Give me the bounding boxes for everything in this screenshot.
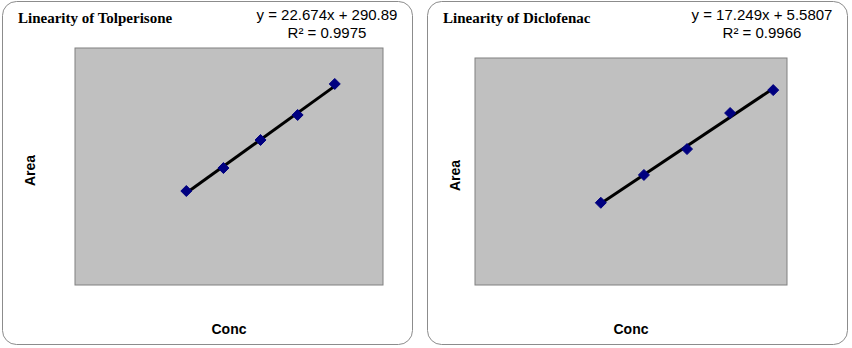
plot-marks <box>181 78 340 196</box>
equation-annotation: y = 22.674x + 290.89 <box>257 6 398 23</box>
equation-annotation: y = 17.249x + 5.5807 <box>692 6 833 23</box>
data-point <box>595 197 606 208</box>
x-axis-label: Conc <box>614 321 649 337</box>
equation-annotation: R² = 0.9975 <box>288 24 367 41</box>
trendline <box>601 89 773 204</box>
chart-title: Linearity of Diclofenac <box>443 10 591 26</box>
data-point <box>682 144 693 155</box>
data-point <box>292 109 303 120</box>
plot-area <box>475 58 787 285</box>
chart-panel: Linearity of Tolperisone y = 22.674x + 29… <box>3 2 413 345</box>
panel-border <box>3 2 413 345</box>
trendline <box>186 86 334 193</box>
y-axis-label: Area <box>22 155 38 186</box>
panel-border <box>428 2 848 345</box>
x-axis-label: Conc <box>212 321 247 337</box>
data-point <box>255 134 266 145</box>
canvas: Linearity of Tolperisone y = 22.674x + 29… <box>0 0 852 348</box>
data-point <box>638 169 649 180</box>
equation-annotation: R² = 0.9966 <box>723 24 802 41</box>
chart-panel: Linearity of Diclofenac y = 17.249x + 5.5… <box>428 2 848 345</box>
chart-root: Linearity of Tolperisone y = 22.674x + 29… <box>0 0 852 348</box>
data-point <box>725 108 736 119</box>
y-axis-label: Area <box>447 160 463 191</box>
data-point <box>329 78 340 89</box>
data-point <box>181 186 192 197</box>
data-point <box>218 163 229 174</box>
data-point <box>768 85 779 96</box>
plot-marks <box>595 85 778 209</box>
chart-title: Linearity of Tolperisone <box>18 10 173 26</box>
plot-area <box>75 48 383 285</box>
